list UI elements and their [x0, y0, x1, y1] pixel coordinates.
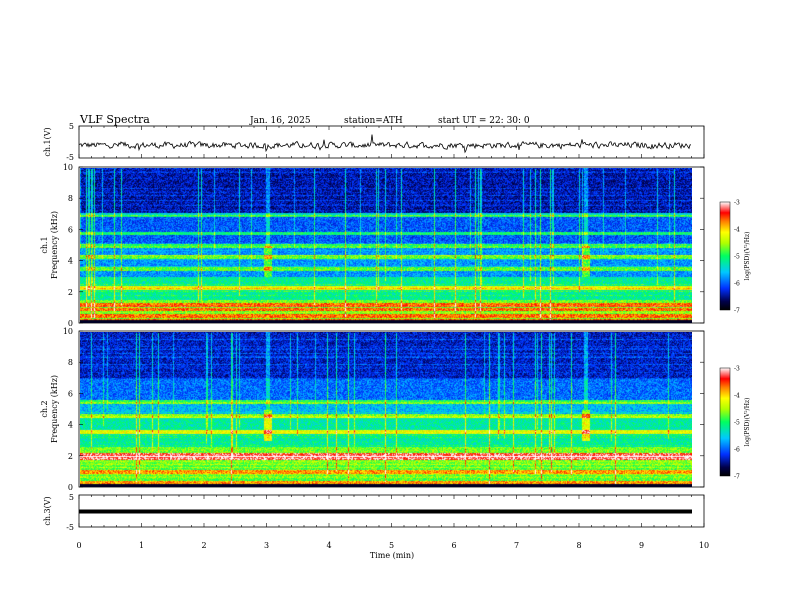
ch2-colorbar: -3 -4 -5 -6 -7 log(PSD)(V²/Hz)	[719, 366, 751, 481]
colorbar-tick-label: -6	[734, 447, 740, 454]
ch1-colorbar-label: log(PSD)(V²/Hz)	[744, 232, 751, 281]
date-label: Jan. 16, 2025	[249, 116, 311, 126]
ch3-waveform-panel: 5 -5 ch.3(V)	[43, 493, 705, 532]
colorbar-tick-label: -3	[734, 200, 740, 207]
x-axis-tick-label: 2	[201, 541, 206, 550]
spectrogram-ytick-label: 8	[68, 194, 73, 203]
ch1-colorbar-gradient	[719, 201, 731, 311]
ch1-spectrogram-yticks: 0 2 4 6 8 10	[63, 163, 704, 328]
spectrogram-ytick-label: 6	[68, 225, 73, 234]
ch1-colorbar-ticks: -3 -4 -5 -6 -7	[734, 200, 740, 315]
ch2-colorbar-label: log(PSD)(V²/Hz)	[744, 398, 751, 447]
ch2-colorbar-gradient	[719, 367, 731, 477]
colorbar-tick-label: -4	[734, 227, 740, 234]
ch1-ytick-bottom: -5	[66, 153, 74, 162]
colorbar-tick-label: -4	[734, 393, 740, 400]
ch3-ytick-top: 5	[69, 493, 74, 502]
spectrogram-ytick-label: 4	[68, 257, 73, 266]
ch3-ytick-bottom: -5	[66, 523, 74, 532]
ch3-waveform-ylabel: ch.3(V)	[43, 496, 52, 525]
spectrogram-ytick-label: 10	[63, 327, 73, 336]
x-axis-tick-labels: 0 1 2 3 4 5 6 7 8 9 10	[76, 541, 709, 550]
colorbar-tick-label: -7	[734, 474, 740, 481]
ch2-spectrogram-image	[79, 331, 692, 487]
ch1-spectrogram-image	[79, 167, 692, 323]
ch2-colorbar-ticks: -3 -4 -5 -6 -7	[734, 366, 740, 481]
ch1-spectrogram-panel: 0 2 4 6 8 10 Frequency (kHz) ch.1	[40, 163, 705, 328]
spectrogram-ytick-label: 4	[68, 421, 73, 430]
station-label: station=ATH	[344, 116, 403, 126]
spectrogram-ytick-label: 0	[68, 483, 73, 492]
x-axis-tick-label: 3	[264, 541, 269, 550]
x-axis-tick-label: 8	[576, 541, 581, 550]
ch1-waveform-frame	[78, 125, 705, 159]
colorbar-tick-label: -5	[734, 254, 740, 261]
x-axis-tick-label: 10	[699, 541, 709, 550]
colorbar-tick-label: -3	[734, 366, 740, 373]
x-axis-tick-label: 6	[451, 541, 456, 550]
ch1-colorbar: -3 -4 -5 -6 -7 log(PSD)(V²/Hz)	[719, 200, 751, 315]
x-axis-tick-label: 9	[639, 541, 644, 550]
x-axis-tick-label: 1	[139, 541, 144, 550]
spectrogram-ytick-label: 8	[68, 358, 73, 367]
spectrogram-ytick-label: 10	[63, 163, 73, 172]
spectrogram-ytick-label: 2	[68, 288, 73, 297]
x-axis-tick-label: 5	[389, 541, 394, 550]
ch1-ytick-top: 5	[69, 122, 74, 131]
ch2-spectrogram-ylabel-ch: ch.2	[40, 400, 49, 417]
start-time-label: start UT = 22: 30: 0	[438, 116, 530, 126]
colorbar-tick-label: -6	[734, 281, 740, 288]
spectrogram-ytick-label: 2	[68, 452, 73, 461]
ch1-waveform-panel: 5 -5 ch.1(V)	[43, 122, 705, 162]
ch1-waveform-trace	[78, 134, 692, 154]
ch3-waveform-ticks	[78, 495, 705, 527]
ch1-spectrogram-ylabel-freq: Frequency (kHz)	[50, 211, 59, 279]
colorbar-tick-label: -5	[734, 420, 740, 427]
ch1-waveform-ylabel: ch.1(V)	[43, 127, 52, 156]
ch1-waveform-ticks	[78, 126, 705, 158]
ch2-spectrogram-yticks: 0 2 4 6 8 10	[63, 327, 704, 492]
x-axis-label: Time (min)	[370, 551, 414, 560]
x-axis-tick-label: 7	[514, 541, 519, 550]
ch1-spectrogram-ylabel-ch: ch.1	[40, 236, 49, 253]
spectrogram-ytick-label: 0	[68, 319, 73, 328]
ch3-waveform-trace	[79, 509, 692, 514]
colorbar-tick-label: -7	[734, 308, 740, 315]
figure-title: VLF Spectra	[79, 113, 150, 126]
spectrogram-ytick-label: 6	[68, 389, 73, 398]
x-axis-tick-label: 4	[326, 541, 331, 550]
ch2-spectrogram-panel: 0 2 4 6 8 10 Frequency (kHz) ch.2	[40, 327, 705, 492]
x-axis-tick-label: 0	[76, 541, 81, 550]
ch2-spectrogram-ylabel-freq: Frequency (kHz)	[50, 375, 59, 443]
